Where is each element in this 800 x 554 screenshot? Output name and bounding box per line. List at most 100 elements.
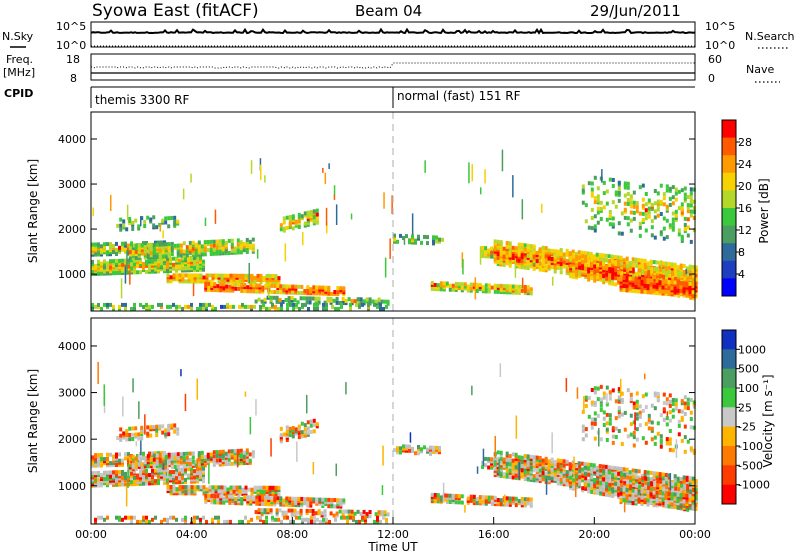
power-cell: [614, 272, 618, 277]
power-cell: [694, 265, 698, 270]
power-cell: [290, 300, 294, 305]
power-cell: [593, 266, 597, 271]
vel-cell: [578, 471, 582, 475]
power-cell: [490, 250, 494, 255]
vel-cell: [481, 460, 485, 465]
power-cell: [245, 244, 249, 248]
freq-label-2: [MHz]: [3, 66, 35, 79]
power-cell: [248, 239, 252, 244]
power-cell: [575, 273, 579, 278]
vel-cell: [605, 486, 609, 491]
vel-cell: [595, 467, 599, 472]
power-cell: [475, 289, 479, 293]
power-cell: [227, 238, 231, 243]
vel-cell: [581, 471, 585, 476]
power-cell: [647, 214, 651, 219]
vel-cell: [109, 470, 112, 475]
power-cell: [475, 282, 479, 287]
vel-cell: [250, 489, 254, 494]
vel-cell: [239, 448, 243, 453]
power-cell: [155, 254, 159, 259]
vel-cell: [142, 451, 145, 456]
power-cell: [205, 302, 208, 307]
vel-cell: [611, 477, 615, 482]
power-cell: [526, 262, 530, 266]
vel-cell: [268, 487, 272, 492]
vel-cell: [676, 478, 680, 483]
vel-cell: [361, 515, 364, 520]
vel-cell: [575, 474, 579, 479]
vel-cell: [269, 510, 273, 515]
power-cell: [584, 254, 588, 259]
vel-cell: [208, 485, 212, 490]
power-cell: [680, 188, 684, 193]
power-cell: [596, 210, 600, 215]
power-cell: [578, 261, 582, 266]
vel-cell: [478, 495, 482, 500]
power-cell: [112, 265, 115, 270]
power-cell: [617, 190, 621, 195]
vel-cell: [231, 501, 235, 505]
power-cell: [586, 251, 590, 256]
vel-cell: [523, 501, 527, 506]
power-cell: [173, 219, 177, 224]
vel-cell: [152, 459, 156, 464]
vel-cell: [255, 501, 259, 506]
power-cell: [629, 194, 633, 199]
vel-cell: [124, 515, 127, 520]
power-cell: [435, 239, 438, 244]
power-cell: [121, 258, 124, 263]
vel-cell: [535, 468, 539, 473]
power-cell: [253, 275, 257, 280]
power-streak: [267, 284, 270, 298]
power-cell: [240, 285, 244, 289]
vel-cell: [106, 472, 109, 477]
vel-cell: [166, 480, 169, 485]
vel-cell: [499, 500, 503, 505]
power-cell: [553, 249, 557, 254]
nsky-tick-top: 10^5: [56, 20, 86, 33]
power-cell: [547, 248, 551, 253]
vel-cell: [339, 502, 343, 507]
power-cell: [178, 258, 181, 263]
vel-cell: [439, 495, 443, 500]
vel-cell: [385, 517, 388, 522]
power-cell: [124, 241, 127, 246]
vel-cell: [212, 450, 216, 455]
vel-cell: [617, 488, 621, 493]
vel-cell: [652, 475, 656, 480]
power-cell: [435, 235, 438, 240]
vel-cell: [175, 491, 179, 496]
vel-cell: [100, 455, 103, 460]
vel-cell: [529, 469, 533, 474]
power-cell: [668, 273, 672, 278]
vel-cell: [149, 457, 153, 462]
power-cell: [175, 256, 178, 261]
vel-cell: [559, 465, 563, 470]
power-cell: [583, 251, 587, 256]
power-cell: [276, 290, 280, 295]
power-cell: [686, 279, 690, 284]
power-cell: [662, 192, 666, 197]
vel-cell: [541, 460, 545, 465]
power-cell: [641, 264, 645, 269]
power-cell: [575, 255, 579, 260]
vel-cell: [178, 487, 182, 492]
vel-cell: [232, 489, 236, 494]
power-cell: [593, 278, 597, 283]
power-cell: [517, 252, 521, 257]
power-cell: [436, 283, 440, 288]
vel-cell: [523, 454, 527, 458]
power-cell: [140, 243, 144, 248]
vel-cell: [169, 491, 173, 496]
vel-cell: [148, 519, 151, 524]
vel-cell: [350, 511, 354, 516]
vel-cell: [490, 501, 494, 506]
power-cell: [572, 274, 576, 279]
vel-cell: [520, 474, 524, 479]
power-cell: [637, 289, 641, 294]
power-cell: [172, 262, 175, 267]
power-cell: [484, 289, 488, 294]
vel-cell: [187, 467, 190, 472]
power-cell: [679, 289, 683, 294]
